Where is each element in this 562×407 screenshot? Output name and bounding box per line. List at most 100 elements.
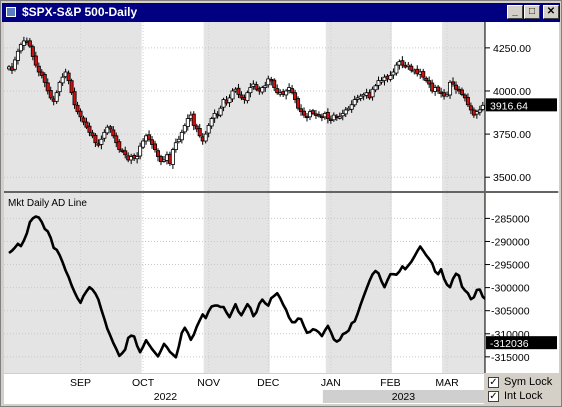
candle (227, 94, 232, 108)
int-lock-checkbox[interactable]: ✓ (488, 391, 499, 402)
candle-body (290, 88, 295, 94)
candle-body (99, 138, 104, 145)
candle (69, 78, 74, 95)
candle-body (230, 90, 235, 100)
candle (307, 109, 312, 121)
int-lock-toggle[interactable]: ✓ Int Lock (488, 390, 558, 404)
candle (325, 108, 330, 124)
ad-y-axis: -315000-310000-305000-300000-295000-2900… (485, 213, 530, 364)
candle (147, 130, 152, 142)
candle-body (459, 89, 464, 95)
candle (81, 115, 86, 126)
candle-body (453, 84, 458, 90)
candle (12, 56, 17, 72)
candle (480, 101, 485, 112)
candle (352, 95, 357, 108)
candle-body (33, 55, 38, 66)
candle-body (340, 112, 345, 117)
ad-panel-title: Mkt Daily AD Line (8, 198, 87, 209)
candle (462, 93, 467, 102)
candle (459, 87, 464, 97)
sym-lock-checkbox[interactable]: ✓ (488, 377, 499, 388)
candle-body (18, 44, 23, 52)
ad-tick-label: -315000 (491, 352, 530, 364)
candle-body (123, 150, 128, 156)
candle-body (45, 82, 50, 92)
maximize-button[interactable]: □ (524, 5, 540, 19)
candle (182, 123, 187, 135)
close-button[interactable]: ✕ (543, 5, 559, 19)
candle (203, 130, 208, 144)
candle (349, 100, 354, 113)
candle (21, 36, 26, 51)
candle-body (462, 94, 467, 99)
candle (57, 80, 62, 97)
candle (78, 108, 83, 122)
candle (391, 68, 396, 79)
candle (477, 105, 482, 116)
candle (48, 86, 53, 100)
month-label: FEB (380, 377, 400, 389)
candle (218, 105, 223, 118)
candle-body (153, 143, 158, 151)
candle-body (197, 128, 202, 137)
candle (179, 129, 184, 144)
candle-body (42, 74, 47, 83)
candle (245, 90, 250, 104)
minimize-button[interactable]: _ (507, 5, 523, 19)
candle (388, 71, 393, 82)
month-label: OCT (132, 377, 155, 389)
candle-body (185, 118, 190, 127)
price-panel-shading (4, 22, 484, 191)
candle (185, 114, 190, 131)
price-tick-label: 3750.00 (493, 129, 531, 141)
candle-body (30, 46, 35, 57)
candle-body (194, 125, 199, 130)
year-label: 2023 (392, 391, 416, 403)
candle (310, 108, 315, 116)
candle-body (272, 79, 277, 88)
minimize-icon: _ (512, 6, 518, 17)
candle-body (173, 142, 178, 151)
ad-panel-grid (4, 193, 484, 373)
candle (337, 112, 342, 120)
ad-shade-band (4, 193, 142, 373)
candle-body (409, 65, 414, 71)
candle (379, 77, 384, 85)
price-shade-band (442, 22, 484, 191)
maximize-icon: □ (528, 6, 536, 17)
candle-body (150, 139, 155, 145)
price-candles (7, 36, 485, 169)
candle-body (141, 140, 146, 148)
candle-body (66, 72, 71, 82)
price-last-value-bg (486, 98, 557, 112)
candle (27, 38, 32, 49)
candle-body (307, 111, 312, 118)
sym-lock-toggle[interactable]: ✓ Sym Lock (488, 376, 558, 390)
candle-body (182, 125, 187, 133)
ad-tick-label: -295000 (491, 260, 530, 272)
candle (191, 111, 196, 131)
ad-panel-shading (4, 193, 484, 373)
candle (436, 84, 441, 94)
candle (465, 93, 470, 108)
candle (153, 140, 158, 153)
int-lock-label: Int Lock (504, 390, 543, 402)
candle-body (78, 110, 83, 118)
candle (209, 116, 214, 129)
candle-body (108, 126, 113, 130)
candle-body (15, 50, 20, 61)
candle (272, 78, 277, 91)
candle (194, 123, 199, 133)
title-bar[interactable]: $SPX-S&P 500-Daily _ □ ✕ (2, 3, 560, 22)
candle-body (388, 75, 393, 80)
candle-body (448, 81, 453, 96)
candle (343, 107, 348, 118)
year-band (322, 390, 484, 403)
candle-body (370, 88, 375, 98)
candle (93, 133, 98, 148)
candle-body (275, 88, 280, 94)
candle (400, 56, 405, 69)
candle (45, 78, 50, 95)
